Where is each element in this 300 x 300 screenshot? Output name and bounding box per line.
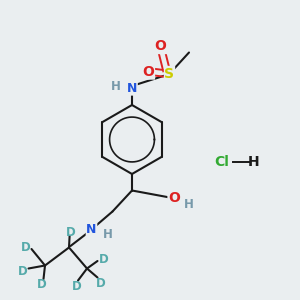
Text: H: H	[184, 198, 194, 211]
Text: D: D	[37, 278, 47, 292]
Text: S: S	[164, 67, 175, 80]
Text: H: H	[103, 228, 113, 242]
Text: D: D	[72, 280, 81, 293]
Text: D: D	[96, 277, 105, 290]
Text: O: O	[168, 191, 180, 205]
Text: D: D	[21, 241, 30, 254]
Text: Cl: Cl	[214, 155, 230, 169]
Text: N: N	[127, 82, 137, 95]
Text: N: N	[86, 223, 97, 236]
Text: O: O	[142, 65, 154, 79]
Text: D: D	[99, 253, 108, 266]
Text: O: O	[154, 40, 166, 53]
Text: D: D	[18, 265, 27, 278]
Text: H: H	[248, 155, 259, 169]
Text: D: D	[66, 226, 75, 239]
Text: H: H	[111, 80, 120, 94]
